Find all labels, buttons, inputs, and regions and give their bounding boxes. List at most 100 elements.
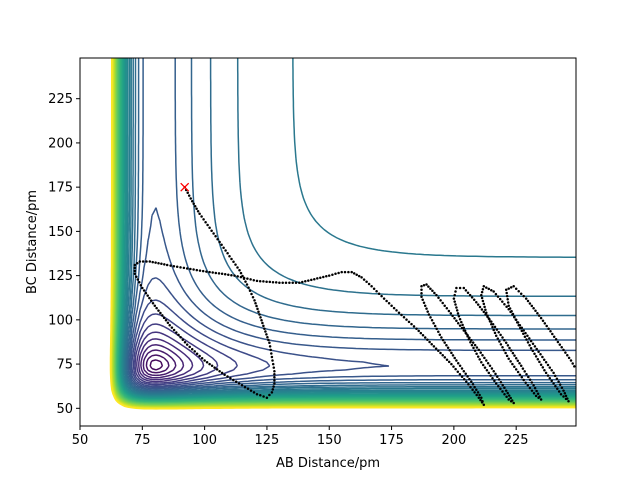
trajectory-point	[468, 293, 472, 297]
trajectory-point	[270, 391, 274, 394]
trajectory-point	[412, 325, 416, 328]
trajectory-point	[503, 302, 506, 306]
contour-line	[121, 58, 576, 397]
y-tick-label: 225	[48, 92, 73, 107]
trajectory-point	[550, 379, 553, 383]
trajectory-point	[425, 307, 428, 310]
trajectory-point	[179, 266, 182, 269]
trajectory-point	[164, 319, 168, 322]
trajectory-point	[273, 376, 276, 379]
trajectory-point	[546, 374, 550, 377]
trajectory-point	[387, 302, 391, 305]
trajectory-point	[494, 334, 498, 338]
trajectory-point	[514, 287, 518, 290]
trajectory-point	[189, 197, 192, 200]
trajectory-point	[559, 392, 563, 396]
trajectory-point	[573, 365, 576, 368]
trajectory-point	[471, 341, 475, 344]
trajectory-point	[462, 377, 466, 381]
contour-line	[126, 58, 576, 392]
trajectory-point	[181, 338, 185, 342]
trajectory-point	[571, 362, 574, 365]
trajectory-point	[557, 390, 561, 393]
trajectory-point	[465, 332, 468, 335]
trajectory-point	[440, 336, 443, 339]
trajectory-point	[138, 260, 142, 263]
trajectory-point	[498, 297, 502, 301]
trajectory-point	[456, 361, 460, 365]
trajectory-point	[179, 336, 182, 339]
trajectory-point	[476, 391, 480, 394]
trajectory-point	[468, 377, 471, 381]
trajectory-point	[528, 344, 531, 347]
trajectory-point	[504, 341, 508, 345]
trajectory-point	[501, 346, 504, 349]
trajectory-point	[455, 309, 459, 312]
trajectory-point	[564, 397, 568, 401]
trajectory-point	[537, 396, 540, 399]
trajectory-point	[506, 298, 509, 301]
contour-line	[138, 338, 194, 381]
trajectory-point	[430, 342, 433, 346]
x-tick-label: 50	[72, 433, 89, 448]
trajectory-point	[382, 297, 386, 300]
trajectory-point	[505, 305, 508, 308]
trajectory-point	[192, 268, 195, 271]
trajectory-point	[549, 330, 552, 333]
trajectory-point	[507, 287, 510, 290]
trajectory-point	[470, 380, 473, 384]
trajectory-point	[564, 394, 568, 398]
x-tick-label: 225	[504, 433, 529, 448]
trajectory-point	[190, 347, 194, 351]
y-tick-label: 175	[48, 181, 73, 196]
trajectory-point	[483, 305, 486, 309]
trajectory-point	[531, 342, 535, 345]
trajectory-point	[569, 359, 573, 362]
trajectory-point	[448, 349, 451, 352]
trajectory-point	[347, 270, 350, 274]
trajectory-point	[514, 318, 518, 321]
trajectory-point	[224, 249, 227, 252]
trajectory-point	[352, 272, 356, 275]
trajectory-point	[553, 374, 557, 378]
trajectory-point	[456, 321, 460, 325]
trajectory-point	[556, 340, 560, 344]
trajectory-point	[455, 306, 458, 309]
trajectory-point	[537, 350, 540, 353]
trajectory-point	[520, 329, 524, 333]
trajectory-point	[522, 378, 525, 382]
trajectory-point	[483, 366, 487, 369]
trajectory-point	[192, 202, 195, 206]
trajectory-point	[534, 355, 538, 358]
trajectory-point	[567, 356, 571, 360]
trajectory-point	[420, 288, 423, 292]
trajectory-point	[183, 340, 187, 344]
trajectory-point	[471, 388, 474, 391]
trajectory-point	[426, 338, 429, 342]
trajectory-point	[481, 363, 485, 367]
trajectory-point	[138, 281, 141, 284]
trajectory-point	[450, 362, 453, 366]
trajectory-point	[511, 351, 515, 355]
trajectory-point	[417, 329, 420, 333]
trajectory-point	[133, 266, 137, 270]
trajectory-point	[567, 399, 570, 403]
trajectory-point	[220, 243, 223, 247]
trajectory-point	[148, 260, 152, 263]
x-axis-ticks: 50 75 100 125 150 175 200 225	[72, 426, 529, 448]
trajectory-point	[456, 370, 460, 373]
trajectory-point	[343, 270, 347, 274]
trajectory-point	[505, 354, 509, 358]
trajectory-point	[210, 229, 213, 232]
trajectory-point	[208, 362, 211, 366]
trajectory-point	[536, 357, 540, 361]
trajectory-point	[350, 270, 353, 274]
trajectory-point	[271, 362, 275, 366]
trajectory-point	[259, 316, 262, 319]
trajectory-point	[467, 338, 471, 341]
trajectory-point	[489, 374, 492, 377]
trajectory-point	[255, 392, 259, 396]
trajectory-point	[419, 331, 423, 335]
trajectory-point	[215, 368, 219, 371]
trajectory-point	[208, 226, 211, 230]
